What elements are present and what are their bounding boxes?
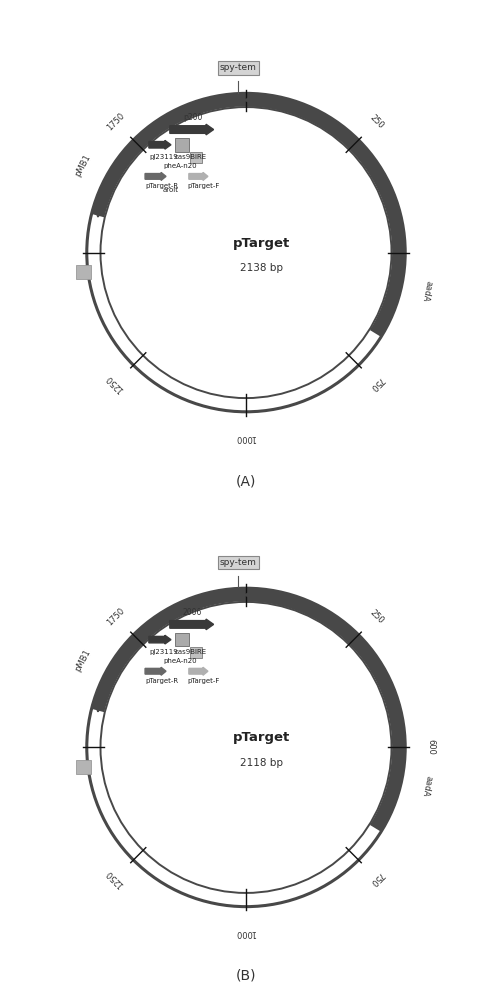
FancyBboxPatch shape xyxy=(175,138,189,152)
FancyArrow shape xyxy=(145,172,166,180)
Text: pTarget-F: pTarget-F xyxy=(187,678,219,684)
Text: pheA-n20: pheA-n20 xyxy=(163,163,197,169)
FancyBboxPatch shape xyxy=(190,152,202,163)
Text: 1750: 1750 xyxy=(105,111,126,133)
Text: 1000: 1000 xyxy=(236,433,256,442)
Text: aadA: aadA xyxy=(420,280,433,302)
FancyBboxPatch shape xyxy=(190,647,202,658)
Text: 1000: 1000 xyxy=(236,928,256,937)
Text: 2138 bp: 2138 bp xyxy=(240,263,283,273)
Text: pheA-n20: pheA-n20 xyxy=(163,658,197,664)
Text: pTarget-F: pTarget-F xyxy=(187,183,219,189)
Text: 1250: 1250 xyxy=(105,867,126,889)
FancyBboxPatch shape xyxy=(76,265,91,279)
Text: (B): (B) xyxy=(236,969,256,983)
FancyArrow shape xyxy=(149,140,171,149)
Text: aroit: aroit xyxy=(162,187,178,193)
Text: pTarget-R: pTarget-R xyxy=(145,183,178,189)
Text: 1250: 1250 xyxy=(105,373,126,394)
Text: 600: 600 xyxy=(426,739,435,755)
FancyArrow shape xyxy=(170,619,214,630)
FancyArrow shape xyxy=(189,667,208,675)
Text: 250: 250 xyxy=(368,113,385,131)
Text: pTarget: pTarget xyxy=(233,237,290,250)
Text: 2006: 2006 xyxy=(183,608,202,617)
Text: spy-tem: spy-tem xyxy=(220,63,257,72)
FancyArrow shape xyxy=(170,124,214,135)
FancyBboxPatch shape xyxy=(175,633,189,646)
FancyArrow shape xyxy=(145,667,166,675)
Text: pTarget: pTarget xyxy=(233,731,290,744)
Text: 750: 750 xyxy=(368,869,385,887)
Text: p200: p200 xyxy=(183,113,202,122)
Text: pTarget-R: pTarget-R xyxy=(145,678,178,684)
Text: cas9BIRE: cas9BIRE xyxy=(175,154,207,160)
FancyArrow shape xyxy=(189,172,208,180)
Text: spy-tem: spy-tem xyxy=(220,558,257,567)
Text: 250: 250 xyxy=(368,608,385,626)
Text: pMB1: pMB1 xyxy=(73,648,92,673)
FancyBboxPatch shape xyxy=(76,760,91,774)
Text: 1750: 1750 xyxy=(105,606,126,627)
Text: aadA: aadA xyxy=(420,774,433,797)
FancyArrow shape xyxy=(149,635,171,644)
Text: pJ23119: pJ23119 xyxy=(150,649,179,655)
Text: pMB1: pMB1 xyxy=(73,153,92,178)
Text: 2118 bp: 2118 bp xyxy=(240,758,283,768)
Text: 750: 750 xyxy=(368,374,385,392)
Text: cas9BIRE: cas9BIRE xyxy=(175,649,207,655)
Text: pJ23119: pJ23119 xyxy=(150,154,179,160)
Text: (A): (A) xyxy=(236,474,256,488)
